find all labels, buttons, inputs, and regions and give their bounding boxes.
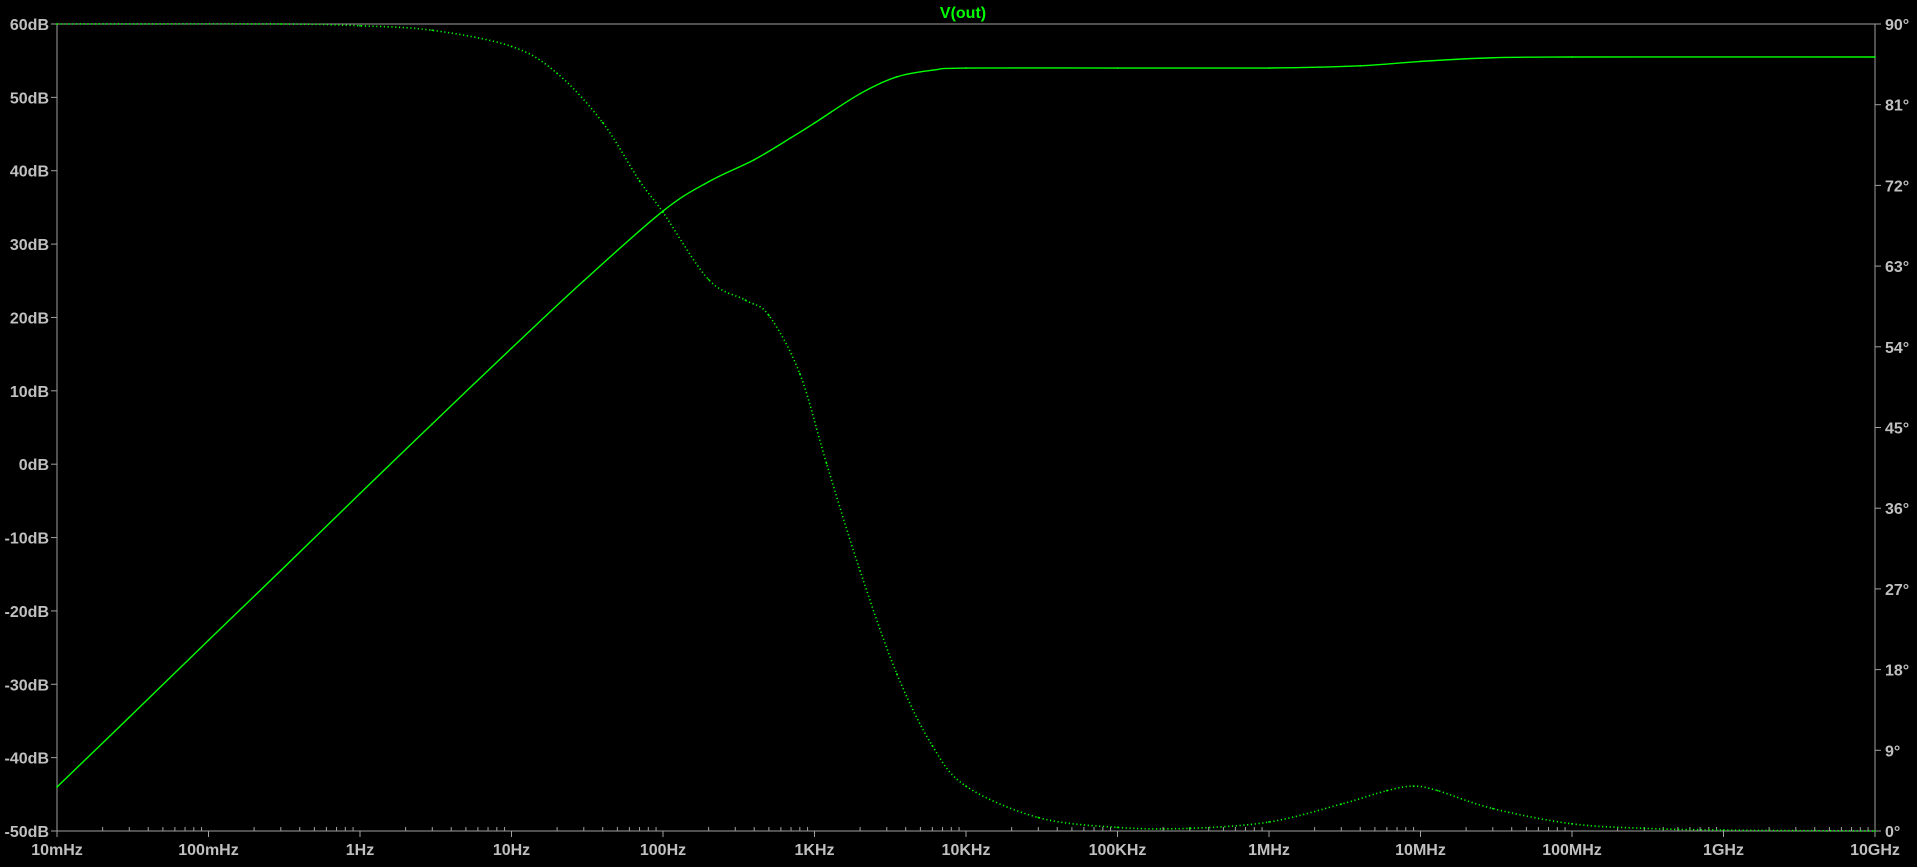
phase-point (1188, 827, 1191, 830)
y-right-tick-label: 54° (1885, 340, 1909, 357)
magnitude-point (1874, 56, 1876, 58)
x-tick-label: 10mHz (31, 842, 83, 859)
phase-point (638, 180, 641, 182)
y-left-tick-label: 60dB (10, 17, 49, 34)
phase-point (896, 673, 898, 675)
y-right-tick-label: 90° (1885, 17, 1909, 34)
magnitude-point (1419, 60, 1422, 63)
phase-point (279, 23, 282, 25)
x-tick-label: 10MHz (1395, 842, 1446, 859)
y-left-tick-label: 50dB (10, 90, 49, 107)
y-right-tick-label: 72° (1885, 178, 1909, 195)
y-right-tick-label: 36° (1885, 501, 1909, 518)
magnitude-point (707, 180, 710, 183)
x-tick-label: 1GHz (1703, 842, 1744, 859)
phase-point (1571, 822, 1573, 825)
magnitude-trace[interactable] (56, 56, 1876, 788)
phase-point (1722, 829, 1725, 831)
magnitude-point (359, 492, 361, 495)
phase-point (1385, 789, 1388, 792)
y-left-tick-label: -10dB (5, 531, 49, 548)
y-left-tick-label: -50dB (5, 824, 49, 841)
magnitude-point (431, 422, 434, 425)
y-right-tick-label: 9° (1885, 743, 1900, 760)
phase-point (1436, 789, 1439, 792)
magnitude-point (1268, 67, 1270, 69)
y-left-tick-label: 10dB (10, 384, 49, 401)
phase-point (1268, 821, 1270, 823)
phase-point (798, 372, 801, 375)
phase-point (1643, 827, 1646, 830)
magnitude-point (582, 279, 585, 282)
y-left-tick-label: -20dB (5, 604, 49, 621)
phase-point (359, 24, 361, 27)
magnitude-point (753, 158, 756, 161)
phase-point (56, 23, 58, 25)
phase-point (825, 462, 828, 465)
magnitude-point (1491, 56, 1494, 59)
magnitude-point (207, 639, 210, 642)
y-left-tick-label: 0dB (19, 457, 49, 474)
x-tick-label: 1Hz (346, 842, 374, 859)
y-left-tick-label: 20dB (10, 310, 49, 327)
phase-point (931, 744, 934, 747)
magnitude-point (813, 122, 816, 124)
y-right-tick-label: 81° (1885, 98, 1909, 115)
magnitude-point (859, 92, 862, 95)
phase-point (1037, 816, 1040, 819)
y-left-tick-label: 30dB (10, 237, 49, 254)
magnitude-point (1116, 67, 1119, 69)
x-tick-label: 1MHz (1248, 842, 1290, 859)
phase-point (707, 278, 710, 281)
phase-point (744, 299, 747, 302)
y-right-tick-label: 27° (1885, 582, 1909, 599)
magnitude-point (1359, 64, 1362, 67)
x-tick-label: 10KHz (942, 842, 991, 859)
x-tick-label: 10Hz (493, 842, 530, 859)
phase-point (1491, 807, 1494, 810)
phase-point (510, 45, 513, 48)
phase-point (601, 121, 604, 124)
magnitude-point (1571, 56, 1573, 58)
magnitude-point (279, 569, 282, 572)
phase-point (1412, 785, 1415, 788)
y-right-tick-label: 0° (1885, 824, 1900, 841)
phase-point (965, 785, 967, 788)
magnitude-point (965, 67, 967, 69)
x-tick-label: 1KHz (794, 842, 834, 859)
x-tick-label: 100Hz (640, 842, 686, 859)
x-tick-label: 10GHz (1850, 842, 1900, 859)
phase-point (556, 72, 559, 75)
y-left-tick-label: 40dB (10, 164, 49, 181)
phase-point (1340, 803, 1343, 805)
magnitude-point (896, 75, 898, 78)
magnitude-point (510, 347, 513, 350)
phase-point (1116, 826, 1119, 829)
magnitude-point (56, 786, 58, 788)
x-tick-label: 100mHz (178, 842, 238, 859)
y-right-tick-label: 45° (1885, 421, 1909, 438)
phase-point (859, 570, 862, 572)
y-left-tick-label: -30dB (5, 677, 49, 694)
y-right-tick-label: 63° (1885, 259, 1909, 276)
magnitude-point (128, 716, 131, 719)
phase-trace[interactable] (56, 23, 1876, 832)
y-right-tick-label: 18° (1885, 663, 1909, 680)
phase-point (767, 314, 770, 317)
x-tick-label: 100KHz (1089, 842, 1147, 859)
phase-point (1874, 830, 1876, 832)
phase-point (431, 29, 434, 32)
x-tick-label: 100MHz (1542, 842, 1602, 859)
y-left-tick-label: -40dB (5, 751, 49, 768)
magnitude-point (790, 136, 792, 139)
phase-point (662, 211, 664, 214)
trace-title[interactable]: V(out) (940, 5, 986, 22)
series-layer (56, 23, 1876, 832)
magnitude-point (931, 69, 934, 72)
axes-layer: 10mHz 100mHz 1Hz 10Hz 100Hz 1KHz 10KHz 100KHz 1M… (5, 17, 1910, 859)
